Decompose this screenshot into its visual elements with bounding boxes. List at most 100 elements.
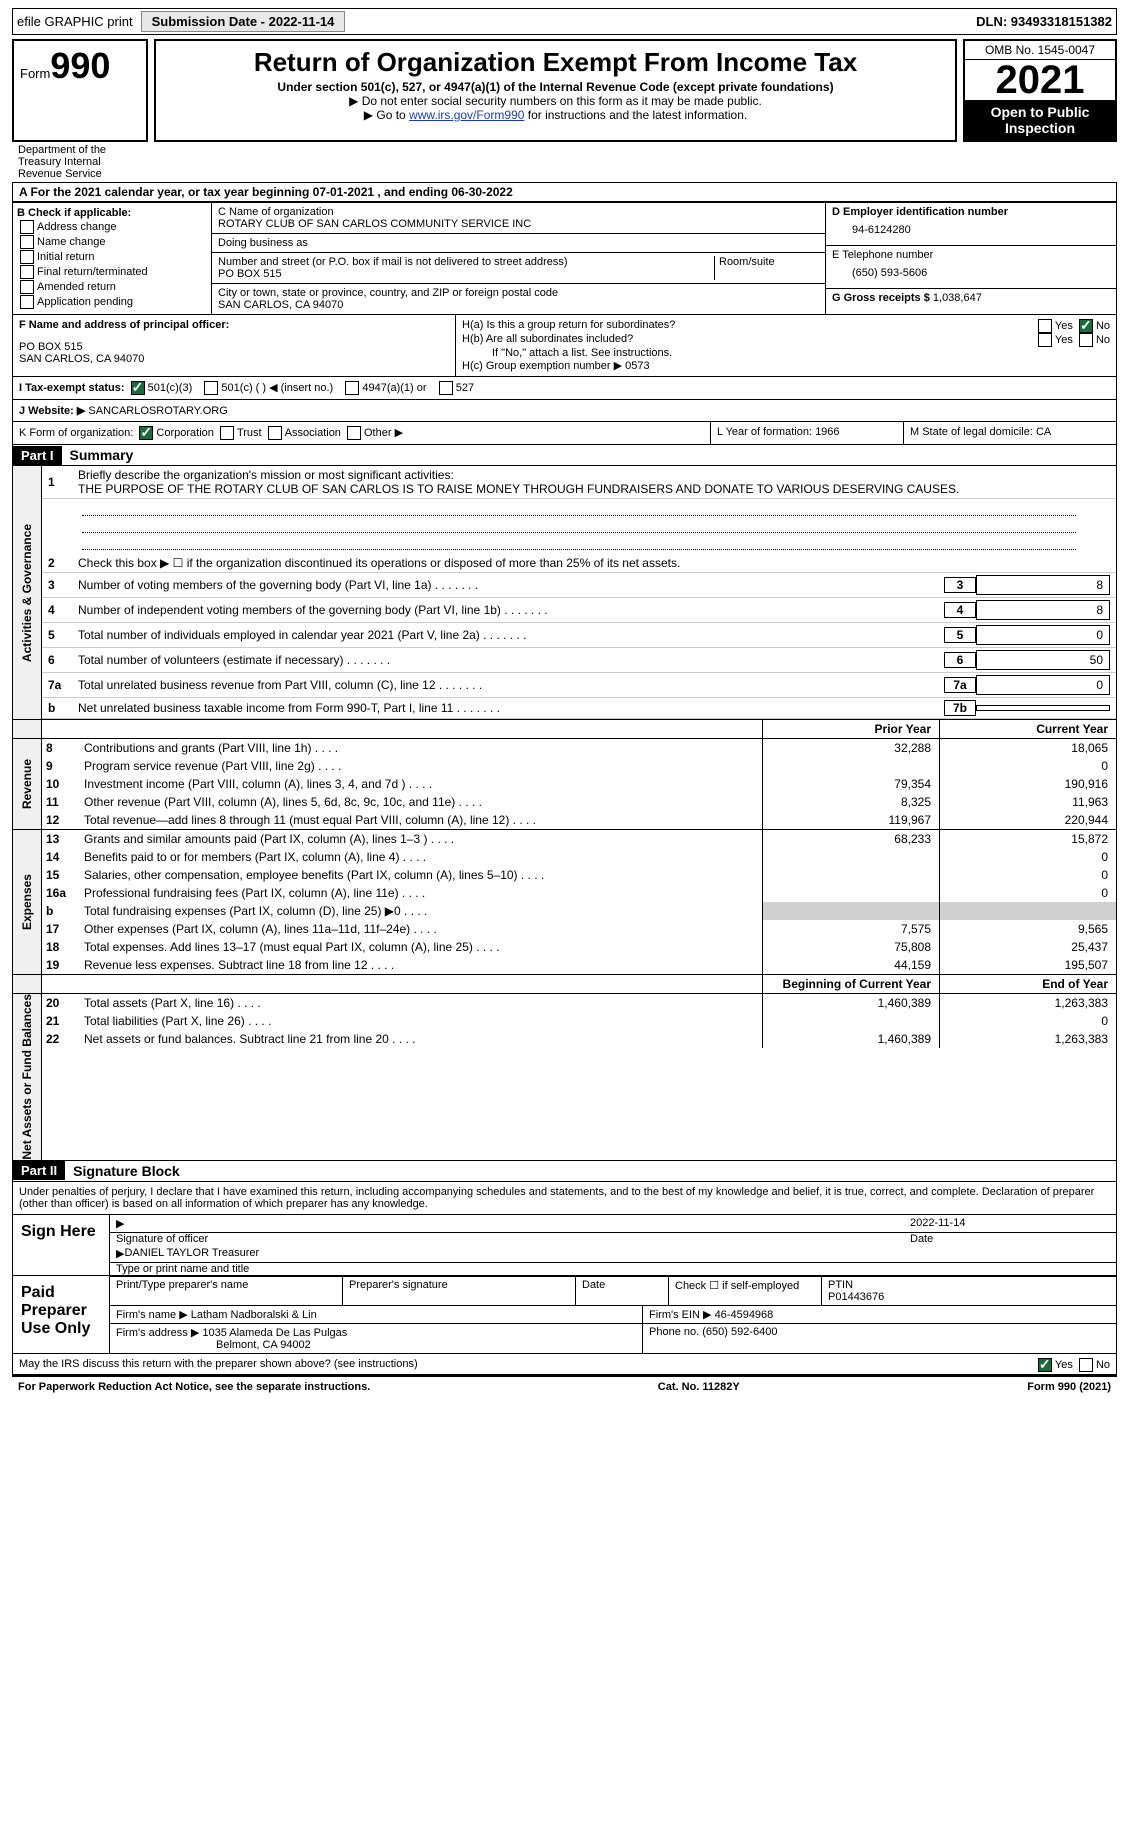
box-c-name: C Name of organization ROTARY CLUB OF SA… — [212, 203, 825, 234]
arrow-note-2: ▶ Go to www.irs.gov/Form990 for instruct… — [164, 108, 947, 122]
check-501c[interactable] — [204, 381, 218, 395]
side-revenue: Revenue — [13, 739, 42, 829]
line-21: 21Total liabilities (Part X, line 26) . … — [42, 1012, 1116, 1030]
box-k: K Form of organization: Corporation Trus… — [13, 422, 711, 444]
omb-box: OMB No. 1545-0047 2021 Open to Public In… — [963, 39, 1117, 142]
gross-receipts: 1,038,647 — [933, 292, 982, 304]
year-formation: 1966 — [815, 426, 839, 438]
firm-name: Latham Nadboralski & Lin — [191, 1309, 317, 1321]
firm-addr1: 1035 Alameda De Las Pulgas — [202, 1327, 347, 1339]
firm-addr2: Belmont, CA 94002 — [116, 1339, 311, 1351]
mission-text: THE PURPOSE OF THE ROTARY CLUB OF SAN CA… — [78, 482, 959, 496]
box-e: E Telephone number (650) 593-5606 — [826, 246, 1116, 289]
officer-addr1: PO BOX 515 — [19, 341, 449, 353]
line-19: 19Revenue less expenses. Subtract line 1… — [42, 956, 1116, 974]
box-c-dba: Doing business as — [212, 234, 825, 253]
open-public: Open to Public Inspection — [965, 100, 1115, 140]
discuss-no[interactable] — [1079, 1358, 1093, 1372]
dln: DLN: 93493318151382 — [976, 14, 1112, 29]
paid-preparer-label: Paid Preparer Use Only — [13, 1276, 110, 1353]
box-i: I Tax-exempt status: 501(c)(3) 501(c) ( … — [12, 377, 1117, 400]
line-16a: 16aProfessional fundraising fees (Part I… — [42, 884, 1116, 902]
line-11: 11Other revenue (Part VIII, column (A), … — [42, 793, 1116, 811]
org-street: PO BOX 515 — [218, 268, 714, 280]
irs-link[interactable]: www.irs.gov/Form990 — [409, 108, 524, 122]
title-box: Return of Organization Exempt From Incom… — [154, 39, 957, 142]
part2-header: Part II — [13, 1161, 65, 1180]
dept-treasury: Department of the Treasury Internal Reve… — [12, 142, 144, 182]
footer-mid: Cat. No. 11282Y — [658, 1381, 740, 1393]
footer-left: For Paperwork Reduction Act Notice, see … — [18, 1381, 370, 1393]
check-527[interactable] — [439, 381, 453, 395]
check-amended-return[interactable]: Amended return — [17, 280, 207, 294]
footer-right: Form 990 (2021) — [1027, 1381, 1111, 1393]
h-c-label: H(c) Group exemption number ▶ — [462, 360, 622, 372]
group-exemption: 0573 — [625, 360, 649, 372]
line-4: 4Number of independent voting members of… — [42, 598, 1116, 623]
check-initial-return[interactable]: Initial return — [17, 250, 207, 264]
line-14: 14Benefits paid to or for members (Part … — [42, 848, 1116, 866]
preparer-name-label: Print/Type preparer's name — [110, 1277, 343, 1305]
h-b-note: If "No," attach a list. See instructions… — [462, 347, 1110, 359]
org-city: SAN CARLOS, CA 94070 — [218, 299, 819, 311]
period-a: A For the 2021 calendar year, or tax yea… — [12, 182, 1117, 202]
line-12: 12Total revenue—add lines 8 through 11 (… — [42, 811, 1116, 829]
line-2: 2Check this box ▶ ☐ if the organization … — [42, 554, 1116, 573]
check-501c3[interactable] — [131, 381, 145, 395]
form-word: Form — [20, 66, 50, 81]
box-m: M State of legal domicile: CA — [904, 422, 1116, 444]
line-9: 9Program service revenue (Part VIII, lin… — [42, 757, 1116, 775]
h-b-label: H(b) Are all subordinates included? — [462, 333, 633, 347]
officer-addr2: SAN CARLOS, CA 94070 — [19, 353, 449, 365]
col-headers: Prior Year Current Year — [42, 720, 1116, 738]
side-net-assets: Net Assets or Fund Balances — [13, 994, 42, 1160]
sign-here-label: Sign Here — [13, 1215, 110, 1275]
box-c-city: City or town, state or province, country… — [212, 284, 825, 314]
line-20: 20Total assets (Part X, line 16) . . . .… — [42, 994, 1116, 1012]
side-expenses: Expenses — [13, 830, 42, 974]
check-application-pending[interactable]: Application pending — [17, 295, 207, 309]
check-trust[interactable] — [220, 426, 234, 440]
line-13: 13Grants and similar amounts paid (Part … — [42, 830, 1116, 848]
arrow-note-1: ▶ Do not enter social security numbers o… — [164, 94, 947, 108]
topbar: efile GRAPHIC print Submission Date - 20… — [12, 8, 1117, 35]
check-corporation[interactable] — [139, 426, 153, 440]
check-association[interactable] — [268, 426, 282, 440]
line-6: 6Total number of volunteers (estimate if… — [42, 648, 1116, 673]
declaration: Under penalties of perjury, I declare th… — [12, 1182, 1117, 1215]
efile-label: efile GRAPHIC print — [17, 14, 133, 29]
box-l: L Year of formation: 1966 — [711, 422, 904, 444]
form-title: Return of Organization Exempt From Incom… — [164, 47, 947, 78]
line-18: 18Total expenses. Add lines 13–17 (must … — [42, 938, 1116, 956]
box-g: G Gross receipts $ 1,038,647 — [826, 289, 1116, 307]
h-a-label: H(a) Is this a group return for subordin… — [462, 319, 675, 333]
line-3: 3Number of voting members of the governi… — [42, 573, 1116, 598]
name-type-label: Type or print name and title — [110, 1263, 1116, 1275]
sig-officer-label: Signature of officer — [116, 1233, 910, 1245]
box-f: F Name and address of principal officer:… — [13, 315, 456, 376]
net-headers: Beginning of Current Year End of Year — [42, 975, 1116, 993]
line-7a: 7aTotal unrelated business revenue from … — [42, 673, 1116, 698]
line-15: 15Salaries, other compensation, employee… — [42, 866, 1116, 884]
box-b: B Check if applicable: Address change Na… — [13, 203, 212, 314]
discuss-row: May the IRS discuss this return with the… — [12, 1354, 1117, 1375]
state-domicile: CA — [1036, 426, 1051, 438]
tax-year: 2021 — [965, 60, 1115, 100]
officer-name: DANIEL TAYLOR Treasurer — [124, 1247, 259, 1260]
room-suite: Room/suite — [714, 256, 819, 280]
check-address-change[interactable]: Address change — [17, 220, 207, 234]
form-subtitle: Under section 501(c), 527, or 4947(a)(1)… — [164, 80, 947, 94]
check-final-return[interactable]: Final return/terminated — [17, 265, 207, 279]
line-8: 8Contributions and grants (Part VIII, li… — [42, 739, 1116, 757]
ein: 94-6124280 — [832, 218, 1110, 242]
preparer-sig-label: Preparer's signature — [343, 1277, 576, 1305]
part2-title: Signature Block — [65, 1161, 188, 1181]
check-4947[interactable] — [345, 381, 359, 395]
form-box: Form990 — [12, 39, 148, 142]
check-other[interactable] — [347, 426, 361, 440]
website: SANCARLOSROTARY.ORG — [88, 405, 227, 417]
check-name-change[interactable]: Name change — [17, 235, 207, 249]
box-b-title: B Check if applicable: — [17, 207, 207, 219]
side-governance: Activities & Governance — [13, 466, 42, 719]
discuss-yes[interactable] — [1038, 1358, 1052, 1372]
